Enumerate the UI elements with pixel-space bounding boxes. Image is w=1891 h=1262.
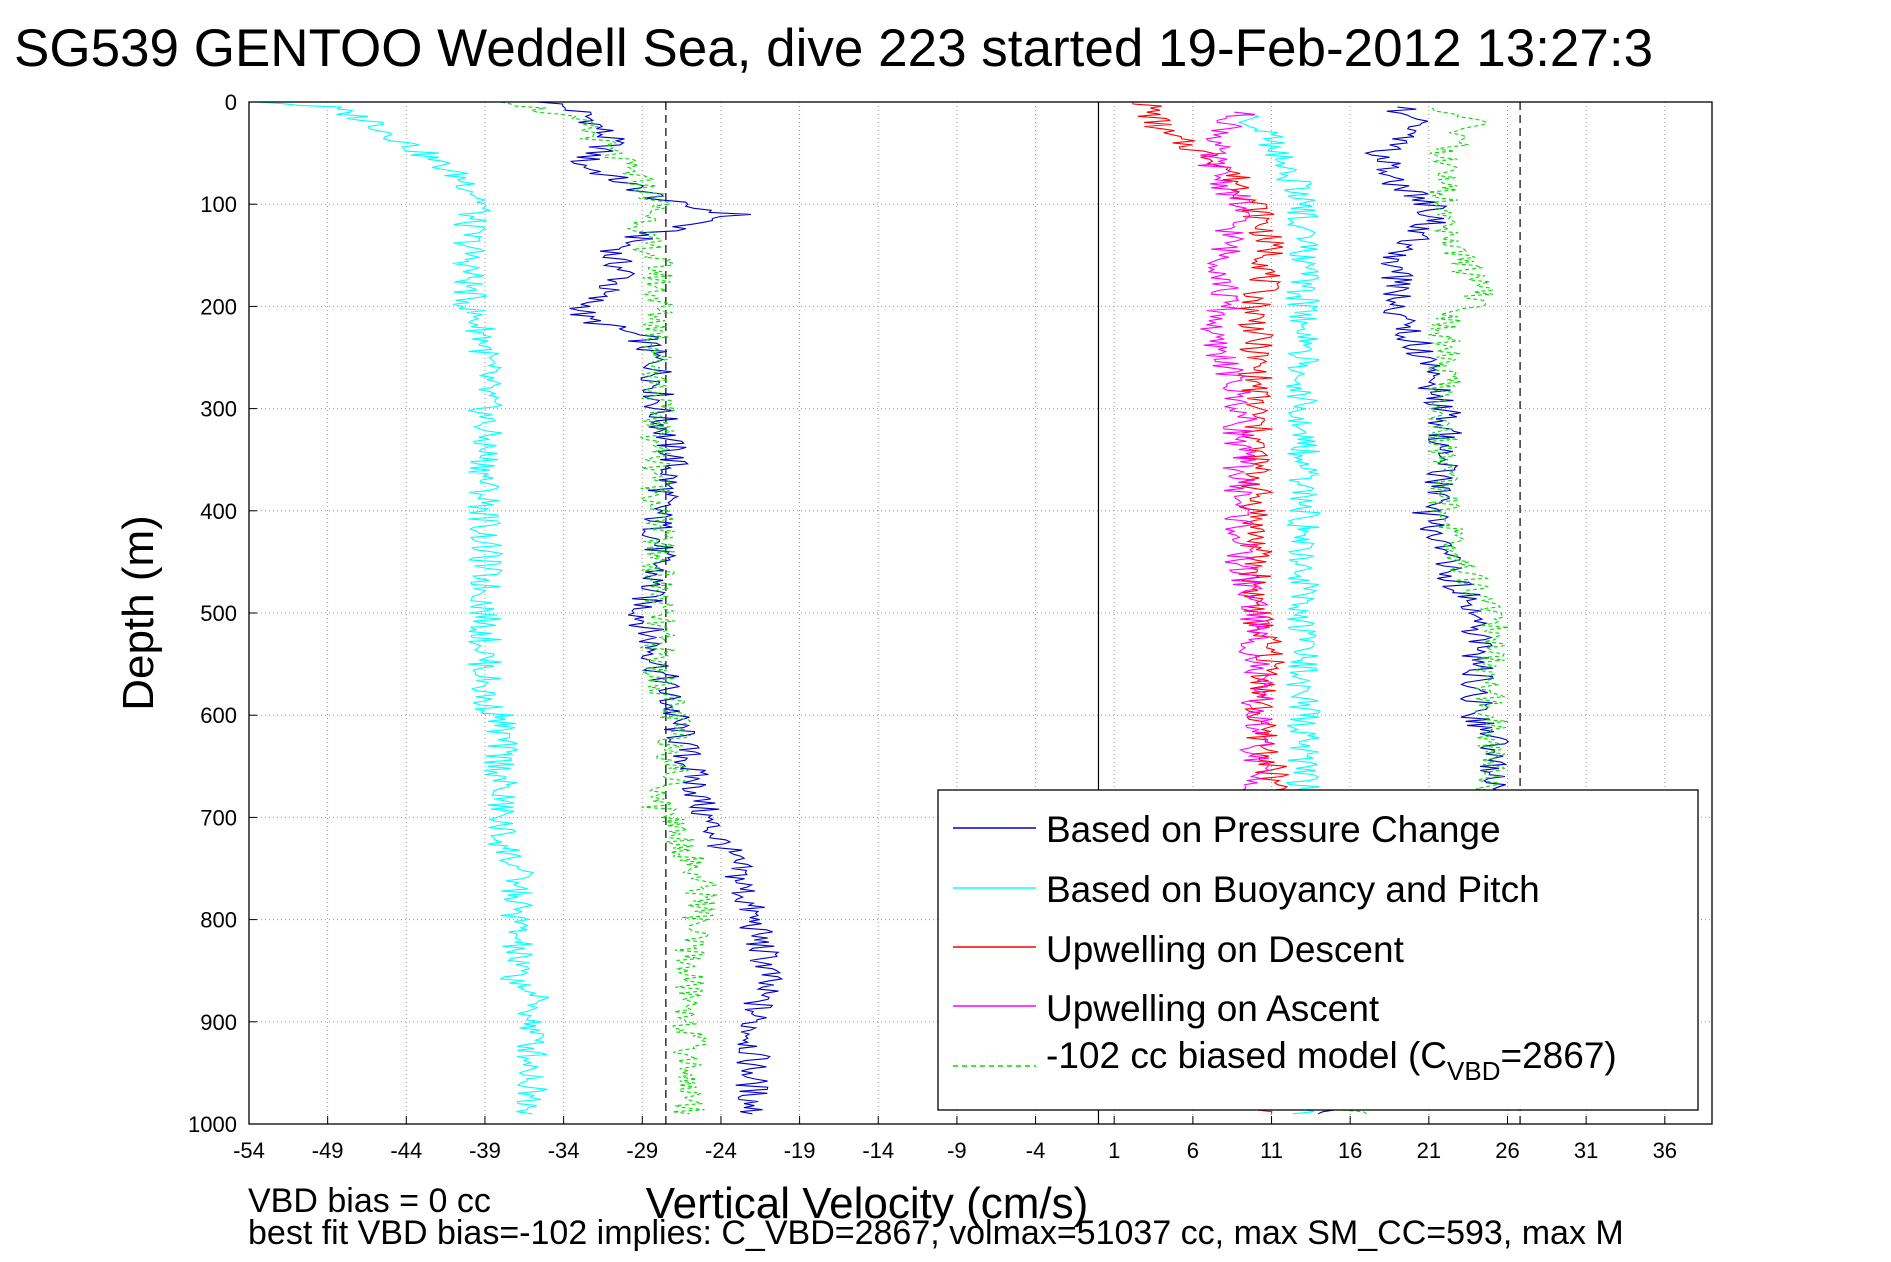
chart-title: SG539 GENTOO Weddell Sea, dive 223 start…: [14, 19, 1653, 78]
series-line-buoyancy-descent: [256, 101, 550, 1115]
y-axis-label: Depth (m): [114, 515, 163, 711]
series-line-upwelling-ascent: [1197, 111, 1274, 808]
x-tick-label: 11: [1260, 1138, 1283, 1163]
y-tick-label: 0: [225, 90, 237, 115]
legend-label-model-post: =2867): [1501, 1035, 1617, 1076]
y-tick-label: 700: [200, 805, 237, 830]
x-tick-label: 21: [1417, 1138, 1441, 1163]
x-tick-label: -4: [1026, 1138, 1046, 1163]
x-tick-label: -44: [390, 1138, 422, 1163]
legend-label-model-sub: VBD: [1447, 1056, 1500, 1086]
series-group: [256, 101, 1519, 1115]
x-tick-label: 6: [1187, 1138, 1199, 1163]
legend-label-buoyancy: Based on Buoyancy and Pitch: [1046, 869, 1540, 910]
x-tick-label: -29: [626, 1138, 658, 1163]
y-tick-label: 1000: [188, 1112, 237, 1137]
legend-label-model-pre: -102 cc biased model (C: [1046, 1035, 1447, 1076]
y-ticks: 0 100 200 300 400 500 600 700 800 900 1000: [188, 90, 257, 1137]
x-tick-label: 1: [1108, 1138, 1120, 1163]
x-tick-label: 16: [1338, 1138, 1362, 1163]
legend-label-upwelling-ascent: Upwelling on Ascent: [1046, 988, 1380, 1029]
x-tick-label: -14: [862, 1138, 894, 1163]
x-tick-label: 36: [1653, 1138, 1677, 1163]
y-tick-label: 900: [200, 1010, 237, 1035]
x-tick-label: -24: [705, 1138, 737, 1163]
x-tick-label: -19: [784, 1138, 816, 1163]
legend-box: [937, 789, 1699, 1111]
x-tick-label: -34: [548, 1138, 580, 1163]
legend-label-upwelling-descent: Upwelling on Descent: [1046, 929, 1405, 970]
x-axis-label: Vertical Velocity (cm/s): [646, 1179, 1089, 1228]
legend-label-model: -102 cc biased model (CVBD=2867): [1046, 1035, 1617, 1086]
y-tick-label: 800: [200, 908, 237, 933]
footer-line-1: VBD bias = 0 cc: [248, 1182, 491, 1220]
y-tick-label: 300: [200, 397, 237, 422]
x-tick-label: -9: [947, 1138, 967, 1163]
x-tick-label: -54: [233, 1138, 265, 1163]
x-ticks: -54 -49 -44 -39 -34 -29 -24 -19 -14 -9 -4 1 6 11 16 21 2…: [233, 1116, 1677, 1163]
y-tick-label: 500: [200, 601, 237, 626]
x-tick-label: -39: [469, 1138, 501, 1163]
series-line-pressure-descent: [536, 101, 784, 1115]
y-tick-label: 200: [200, 294, 237, 319]
legend-label-pressure: Based on Pressure Change: [1046, 809, 1501, 850]
series-line-model-descent: [500, 101, 718, 1115]
y-tick-label: 100: [200, 192, 237, 217]
x-tick-label: 31: [1574, 1138, 1598, 1163]
x-tick-label: -49: [312, 1138, 344, 1163]
y-tick-label: 600: [200, 703, 237, 728]
legend: Based on Pressure Change Based on Buoyan…: [937, 789, 1699, 1111]
x-tick-label: 26: [1495, 1138, 1519, 1163]
footer-line-2: best fit VBD bias=-102 implies: C_VBD=28…: [248, 1214, 1624, 1252]
y-tick-label: 400: [200, 499, 237, 524]
